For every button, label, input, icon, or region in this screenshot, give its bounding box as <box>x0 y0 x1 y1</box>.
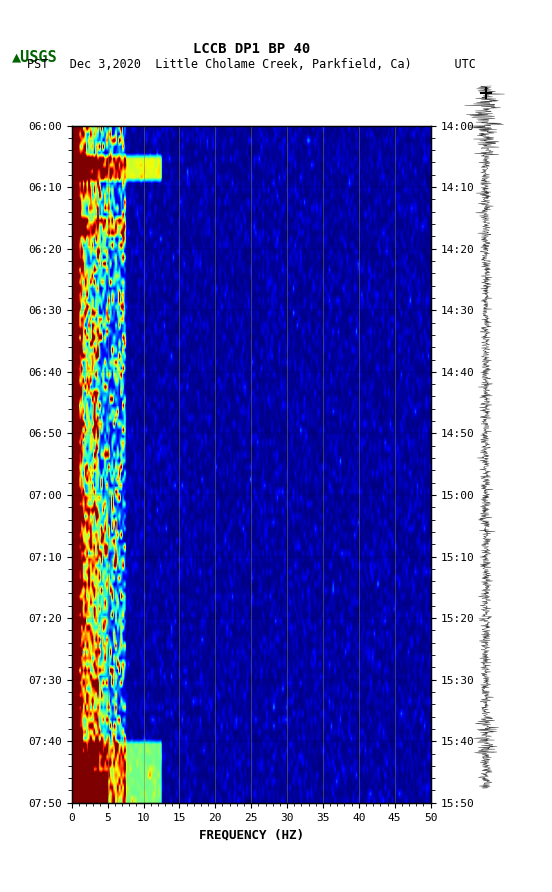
Text: PST   Dec 3,2020  Little Cholame Creek, Parkfield, Ca)      UTC: PST Dec 3,2020 Little Cholame Creek, Par… <box>26 58 476 70</box>
X-axis label: FREQUENCY (HZ): FREQUENCY (HZ) <box>199 828 304 841</box>
Text: ▲USGS: ▲USGS <box>12 50 58 64</box>
Text: LCCB DP1 BP 40: LCCB DP1 BP 40 <box>193 42 310 56</box>
